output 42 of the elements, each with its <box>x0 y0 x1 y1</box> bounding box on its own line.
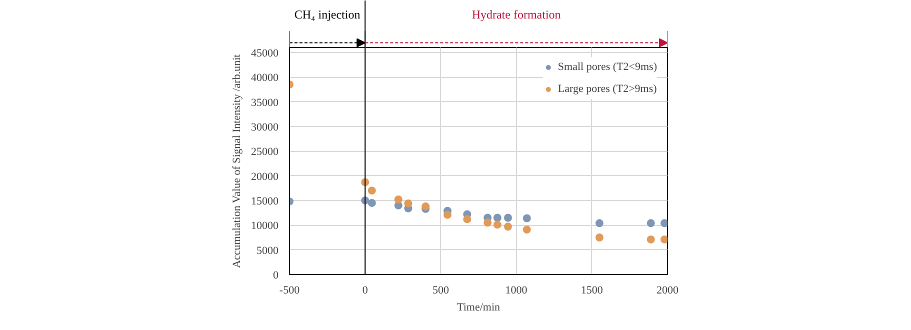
x-axis-title: Time/min <box>457 302 500 314</box>
point <box>660 235 668 244</box>
y-tick-label: 45000 <box>251 47 279 60</box>
x-tick-label: 1500 <box>580 284 604 296</box>
text: CH₄ injection <box>294 8 360 22</box>
x-tick-label: 500 <box>432 284 450 296</box>
y-tick-label: 35000 <box>251 96 279 109</box>
y-tick-label: 15000 <box>251 195 279 208</box>
point <box>493 214 502 222</box>
point <box>422 202 430 210</box>
point <box>368 198 376 207</box>
y-tick-label: 10000 <box>251 220 279 232</box>
point <box>595 233 604 242</box>
point <box>493 220 502 229</box>
y-tick-label: 25000 <box>251 146 279 158</box>
x-tick-label: -500 <box>279 284 300 296</box>
point <box>394 196 402 204</box>
x-tick-label: 2000 <box>656 284 679 296</box>
y-tick-label: 20000 <box>251 170 279 183</box>
y-tick-label: 5000 <box>256 244 279 257</box>
point <box>504 222 512 231</box>
text: Hydrate formation <box>472 8 561 22</box>
point <box>504 214 512 222</box>
legend-label: Small pores (T2<9ms) <box>558 61 657 73</box>
y-tick-label: 40000 <box>251 72 279 84</box>
point <box>660 219 668 228</box>
y-axis-title: Accumulation Value of Signal Intensity /arb.unit <box>231 54 243 268</box>
point <box>484 218 492 227</box>
y-tick-label: 0 <box>273 270 279 282</box>
x-tick-label: 0 <box>362 284 368 296</box>
point <box>646 219 655 228</box>
point <box>522 214 531 222</box>
point <box>595 219 604 228</box>
point <box>463 215 472 224</box>
point <box>404 199 412 208</box>
legend-label: Large pores (T2>9ms) <box>558 83 657 95</box>
point <box>522 226 531 234</box>
y-tick-label: 30000 <box>251 121 279 134</box>
point <box>444 210 452 219</box>
point <box>646 235 655 244</box>
x-tick-label: 1000 <box>505 284 528 296</box>
point <box>368 186 376 195</box>
